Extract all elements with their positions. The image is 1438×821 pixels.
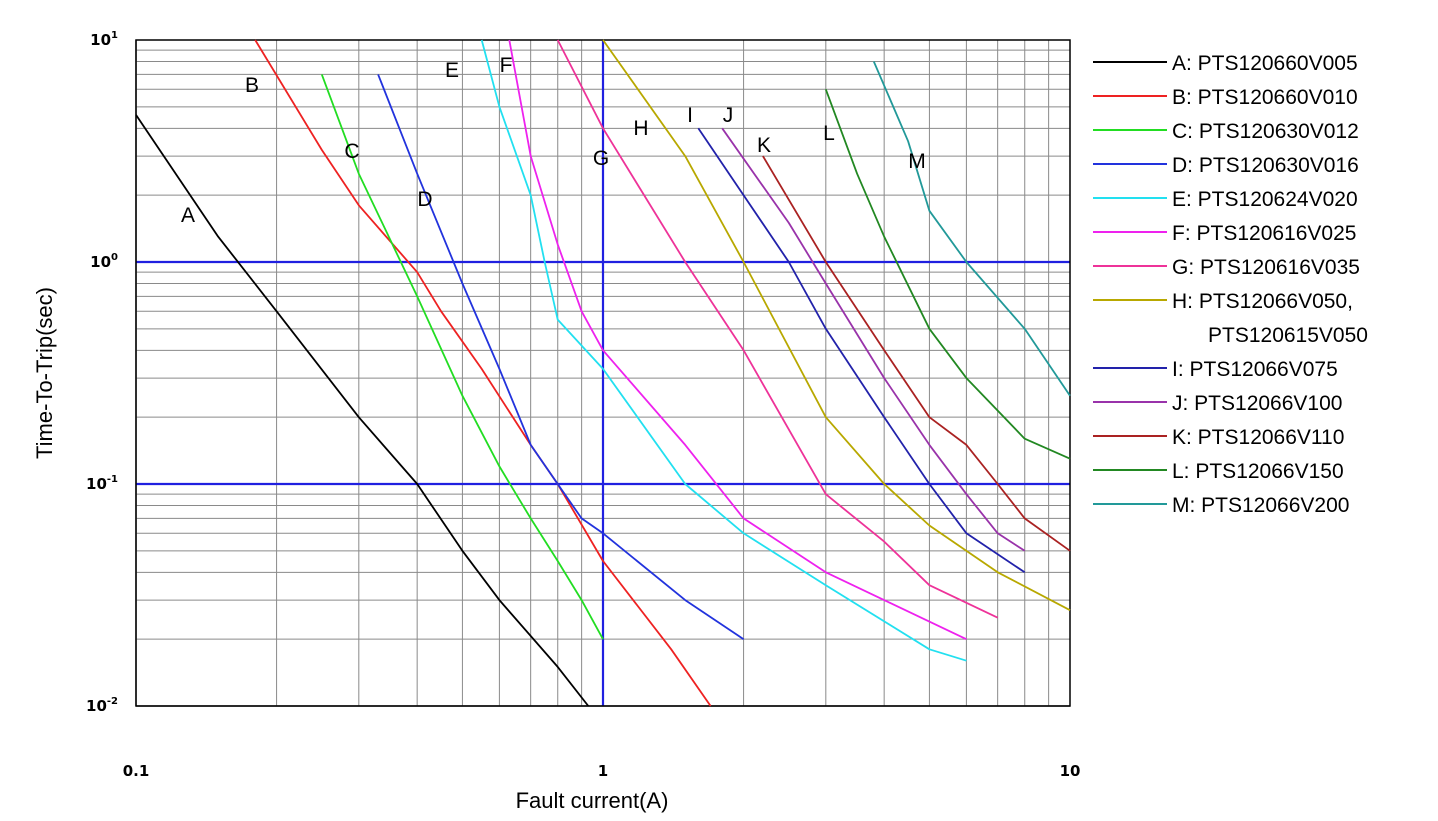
y-axis-title: Time-To-Trip(sec) <box>32 287 57 459</box>
series-line-e <box>480 39 967 662</box>
series-line-f <box>508 39 967 641</box>
y-tick-label: 10-1 <box>86 474 118 493</box>
series-line-c <box>320 74 604 640</box>
curve-tag-k: K <box>757 134 771 157</box>
series-line-i <box>697 127 1026 574</box>
y-tick-label: 100 <box>90 252 118 271</box>
x-tick-labels: 0.1 1 10 <box>123 762 1081 780</box>
y-tick-label: 101 <box>90 30 118 49</box>
legend-label-b: B: PTS120660V010 <box>1172 86 1358 109</box>
curve-tag-b: B <box>245 74 259 97</box>
legend-label-f: F: PTS120616V025 <box>1172 222 1356 245</box>
legend-label-h: PTS120615V050 <box>1208 324 1368 347</box>
curve-tag-j: J <box>723 104 734 127</box>
series-line-b <box>254 39 712 707</box>
curve-tag-f: F <box>500 54 513 77</box>
legend-label-c: C: PTS120630V012 <box>1172 120 1359 143</box>
curve-tag-e: E <box>445 59 459 82</box>
legend-label-m: M: PTS12066V200 <box>1172 494 1349 517</box>
series-line-d <box>377 74 745 640</box>
y-tick-label: 10-2 <box>86 696 118 715</box>
curve-tag-i: I <box>687 104 693 127</box>
curve-tag-h: H <box>633 117 648 140</box>
series-line-k <box>762 155 1071 552</box>
x-tick-label: 10 <box>1060 762 1081 780</box>
legend-label-a: A: PTS120660V005 <box>1172 52 1358 75</box>
series-line-m <box>872 61 1071 397</box>
legend-label-k: K: PTS12066V110 <box>1172 426 1344 449</box>
x-axis-title: Fault current(A) <box>516 788 669 813</box>
curve-tag-a: A <box>181 204 195 227</box>
legend-label-l: L: PTS12066V150 <box>1172 460 1344 483</box>
series-line-a <box>135 114 590 707</box>
series-line-g <box>556 39 999 619</box>
curve-tag-c: C <box>344 140 359 163</box>
x-tick-label: 0.1 <box>123 762 150 780</box>
series-line-l <box>824 88 1071 460</box>
series-curves <box>135 39 1071 707</box>
legend-label-g: G: PTS120616V035 <box>1172 256 1360 279</box>
legend-label-d: D: PTS120630V016 <box>1172 154 1359 177</box>
series-line-h <box>602 39 1071 611</box>
curve-tag-m: M <box>908 150 926 173</box>
legend-label-j: J: PTS12066V100 <box>1172 392 1342 415</box>
curve-tag-g: G <box>593 147 609 170</box>
curve-tags: A B C D E F G H I JK L M <box>181 54 926 227</box>
reference-lines <box>136 40 1070 706</box>
y-tick-labels: 101 100 10-1 10-2 <box>86 30 118 715</box>
series-line-j <box>721 127 1026 552</box>
legend-label-h: H: PTS12066V050, <box>1172 290 1353 313</box>
curve-tag-d: D <box>417 188 432 211</box>
legend-label-i: I: PTS12066V075 <box>1172 358 1338 381</box>
x-tick-label: 1 <box>598 762 608 780</box>
legend: A: PTS120660V005 B: PTS120660V010 C: PTS12… <box>1093 52 1368 517</box>
curve-tag-l: L <box>823 122 835 145</box>
legend-label-e: E: PTS120624V020 <box>1172 188 1358 211</box>
